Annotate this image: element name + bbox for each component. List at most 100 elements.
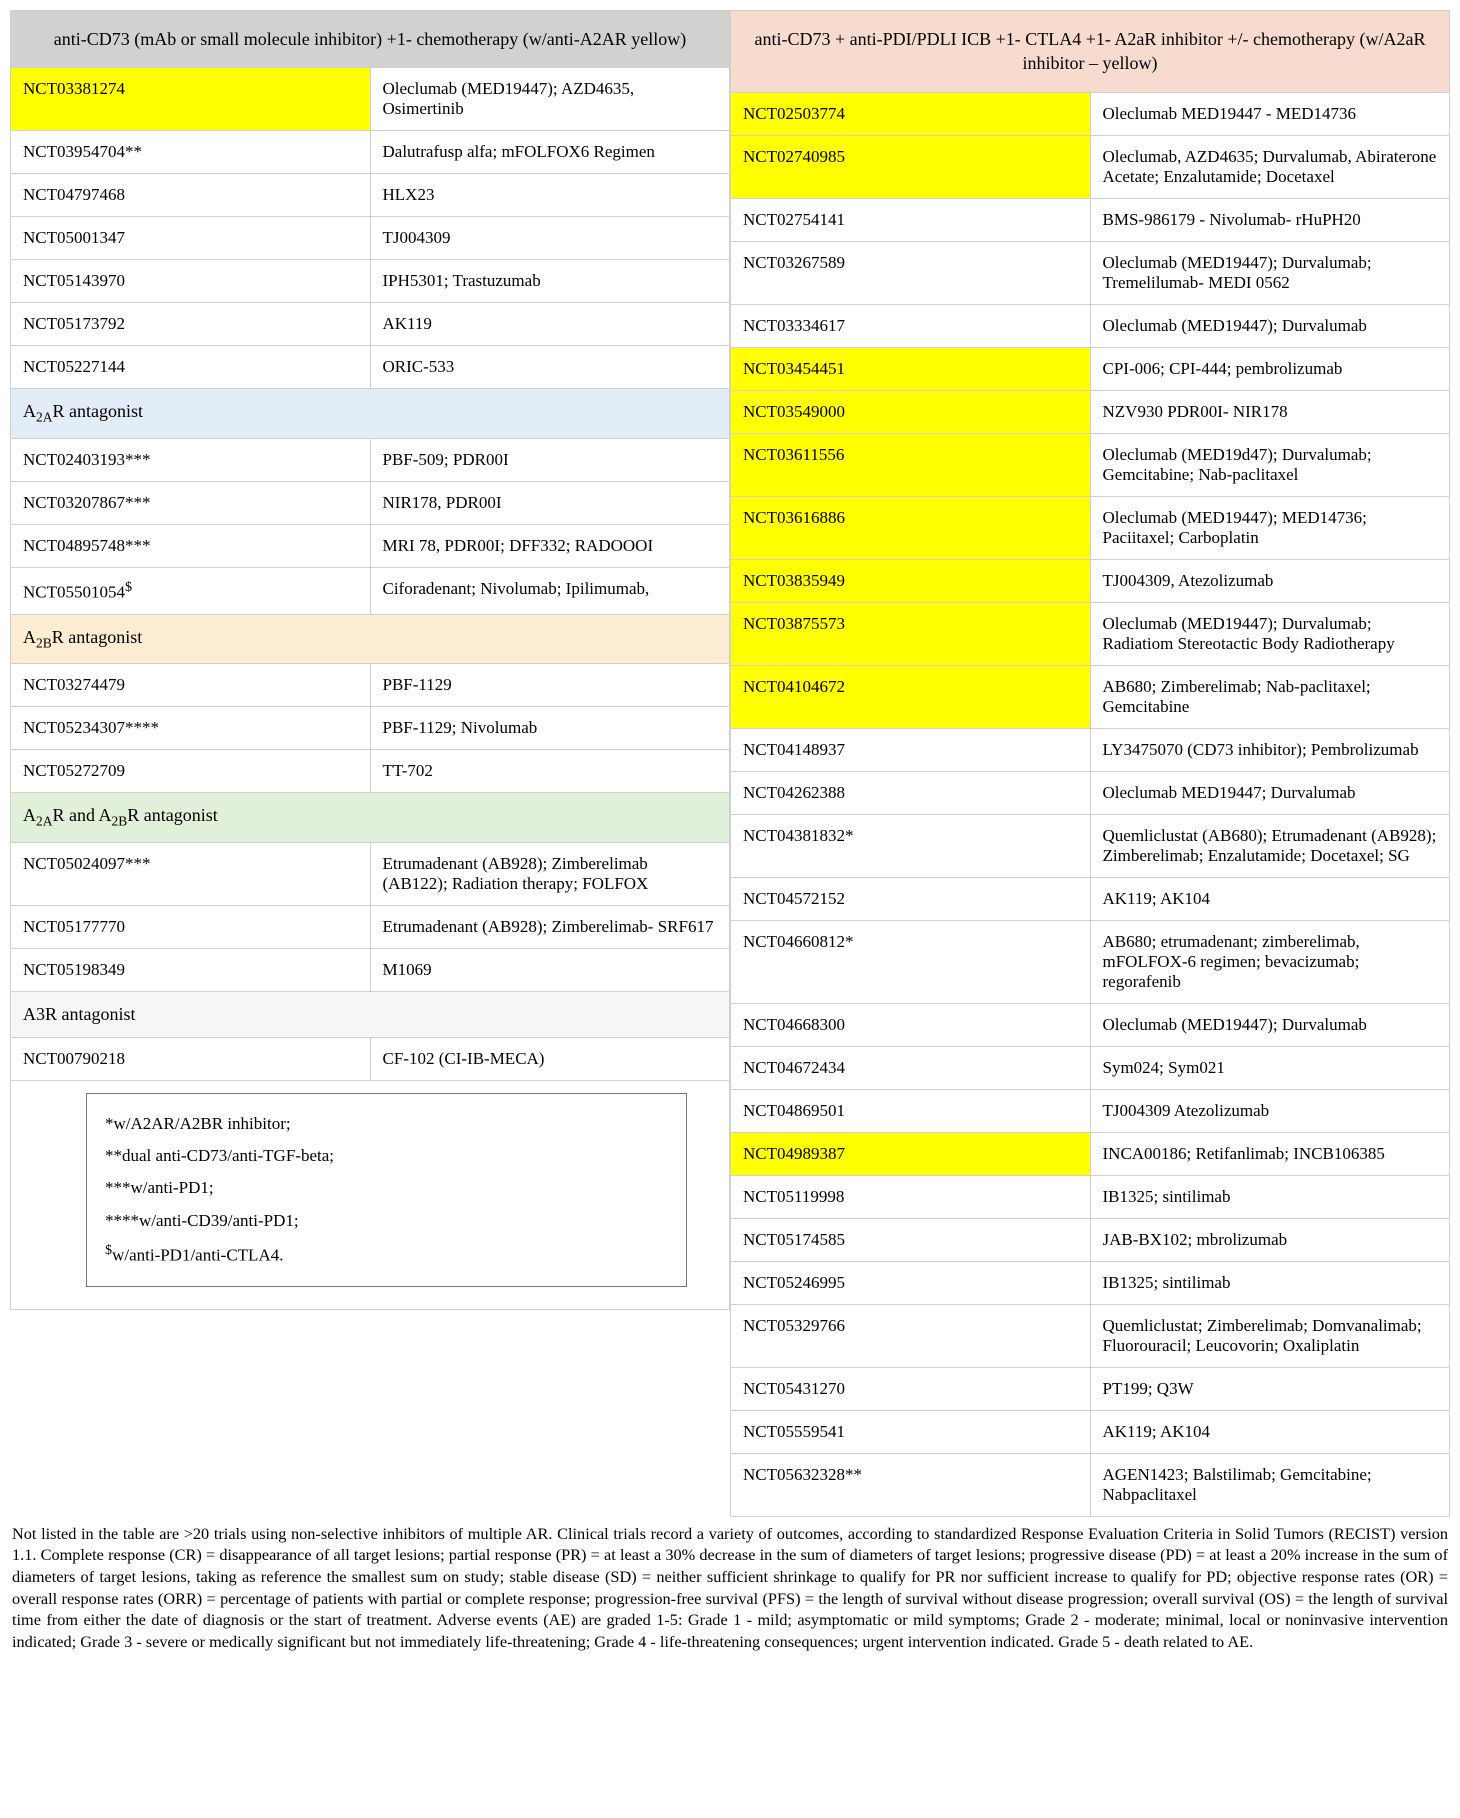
right-column: anti-CD73 + anti-PDI/PDLI ICB +1- CTLA4 … xyxy=(730,10,1450,1517)
trial-desc: TJ004309 xyxy=(370,217,730,260)
table-row: NCT04895748***MRI 78, PDR00I; DFF332; RA… xyxy=(11,524,730,567)
trial-desc: TT-702 xyxy=(370,750,730,793)
right-table: anti-CD73 + anti-PDI/PDLI ICB +1- CTLA4 … xyxy=(730,10,1450,1517)
left-header: anti-CD73 (mAb or small molecule inhibit… xyxy=(11,11,730,68)
table-row: NCT03549000NZV930 PDR00I- NIR178 xyxy=(731,390,1450,433)
trial-desc: Quemliclustat; Zimberelimab; Domvanalima… xyxy=(1090,1304,1450,1367)
table-row: A2AR and A2BR antagonist xyxy=(11,793,730,843)
trial-desc: ORIC-533 xyxy=(370,346,730,389)
trial-id: NCT04989387 xyxy=(731,1132,1091,1175)
section-header: A2AR and A2BR antagonist xyxy=(11,793,730,843)
trial-id: NCT05501054$ xyxy=(11,567,371,614)
table-row: NCT05024097***Etrumadenant (AB928); Zimb… xyxy=(11,842,730,905)
table-row: NCT04797468HLX23 xyxy=(11,174,730,217)
table-row: NCT02754141BMS-986179 - Nivolumab- rHuPH… xyxy=(731,198,1450,241)
trial-desc: MRI 78, PDR00I; DFF332; RADOOOI xyxy=(370,524,730,567)
trial-desc: NZV930 PDR00I- NIR178 xyxy=(1090,390,1450,433)
trial-desc: AK119; AK104 xyxy=(1090,1410,1450,1453)
table-row: NCT05234307****PBF-1129; Nivolumab xyxy=(11,707,730,750)
table-row: NCT05272709TT-702 xyxy=(11,750,730,793)
trial-desc: Oleclumab MED19447 - MED14736 xyxy=(1090,92,1450,135)
trial-id: NCT04262388 xyxy=(731,771,1091,814)
trial-desc: PBF-1129; Nivolumab xyxy=(370,707,730,750)
trial-id: NCT03875573 xyxy=(731,602,1091,665)
table-row: NCT05198349M1069 xyxy=(11,948,730,991)
table-row: NCT03381274Oleclumab (MED19447); AZD4635… xyxy=(11,68,730,131)
trial-desc: Ciforadenant; Nivolumab; Ipilimumab, xyxy=(370,567,730,614)
trial-id: NCT03381274 xyxy=(11,68,371,131)
table-row: NCT04672434Sym024; Sym021 xyxy=(731,1046,1450,1089)
table-row: NCT04148937LY3475070 (CD73 inhibitor); P… xyxy=(731,728,1450,771)
table-row: NCT04381832*Quemliclustat (AB680); Etrum… xyxy=(731,814,1450,877)
trial-desc: M1069 xyxy=(370,948,730,991)
table-row: A2BR antagonist xyxy=(11,614,730,664)
trial-id: NCT03207867*** xyxy=(11,481,371,524)
trial-desc: AK119 xyxy=(370,303,730,346)
trial-desc: HLX23 xyxy=(370,174,730,217)
section-header: A2AR antagonist xyxy=(11,389,730,439)
trial-desc: Oleclumab (MED19447); AZD4635, Osimertin… xyxy=(370,68,730,131)
section-header: A3R antagonist xyxy=(11,991,730,1037)
trial-desc: AB680; etrumadenant; zimberelimab, mFOLF… xyxy=(1090,920,1450,1003)
trial-id: NCT05174585 xyxy=(731,1218,1091,1261)
table-row: NCT05559541AK119; AK104 xyxy=(731,1410,1450,1453)
trial-desc: Etrumadenant (AB928); Zimberelimab- SRF6… xyxy=(370,905,730,948)
trial-desc: Etrumadenant (AB928); Zimberelimab (AB12… xyxy=(370,842,730,905)
table-row: A3R antagonist xyxy=(11,991,730,1037)
table-row: NCT03954704**Dalutrafusp alfa; mFOLFOX6 … xyxy=(11,131,730,174)
trial-id: NCT04668300 xyxy=(731,1003,1091,1046)
table-row: NCT05001347TJ004309 xyxy=(11,217,730,260)
trial-desc: BMS-986179 - Nivolumab- rHuPH20 xyxy=(1090,198,1450,241)
trial-desc: INCA00186; Retifanlimab; INCB106385 xyxy=(1090,1132,1450,1175)
table-row: NCT05431270PT199; Q3W xyxy=(731,1367,1450,1410)
table-row: NCT03454451CPI-006; CPI-444; pembrolizum… xyxy=(731,347,1450,390)
legend-line: ***w/anti-PD1; xyxy=(105,1172,668,1204)
table-row: NCT05246995IB1325; sintilimab xyxy=(731,1261,1450,1304)
table-row: NCT02503774Oleclumab MED19447 - MED14736 xyxy=(731,92,1450,135)
table-row: NCT04660812*AB680; etrumadenant; zimbere… xyxy=(731,920,1450,1003)
table-row: NCT03207867***NIR178, PDR00I xyxy=(11,481,730,524)
legend-line: *w/A2AR/A2BR inhibitor; xyxy=(105,1108,668,1140)
trial-id: NCT02503774 xyxy=(731,92,1091,135)
legend-line: $w/anti-PD1/anti-CTLA4. xyxy=(105,1237,668,1272)
trial-desc: TJ004309 Atezolizumab xyxy=(1090,1089,1450,1132)
trial-id: NCT04672434 xyxy=(731,1046,1091,1089)
trial-id: NCT03267589 xyxy=(731,241,1091,304)
trial-desc: PBF-509; PDR00I xyxy=(370,438,730,481)
trial-desc: Oleclumab (MED19447); Durvalumab; Tremel… xyxy=(1090,241,1450,304)
trial-id: NCT05143970 xyxy=(11,260,371,303)
table-row: NCT05143970IPH5301; Trastuzumab xyxy=(11,260,730,303)
trial-desc: JAB-BX102; mbrolizumab xyxy=(1090,1218,1450,1261)
table-row: NCT05119998IB1325; sintilimab xyxy=(731,1175,1450,1218)
table-row: A2AR antagonist xyxy=(11,389,730,439)
table-wrap: anti-CD73 (mAb or small molecule inhibit… xyxy=(10,10,1450,1517)
trial-desc: CF-102 (CI-IB-MECA) xyxy=(370,1037,730,1080)
trial-desc: Oleclumab (MED19447); Durvalumab; Radiat… xyxy=(1090,602,1450,665)
right-header: anti-CD73 + anti-PDI/PDLI ICB +1- CTLA4 … xyxy=(731,11,1450,93)
left-column: anti-CD73 (mAb or small molecule inhibit… xyxy=(10,10,730,1517)
trial-id: NCT04660812* xyxy=(731,920,1091,1003)
trial-desc: Oleclumab (MED19d47); Durvalumab; Gemcit… xyxy=(1090,433,1450,496)
trial-desc: PT199; Q3W xyxy=(1090,1367,1450,1410)
legend-wrap: *w/A2AR/A2BR inhibitor; **dual anti-CD73… xyxy=(10,1081,730,1310)
trial-id: NCT05632328** xyxy=(731,1453,1091,1516)
table-row: NCT05174585JAB-BX102; mbrolizumab xyxy=(731,1218,1450,1261)
trial-desc: AGEN1423; Balstilimab; Gemcitabine; Nabp… xyxy=(1090,1453,1450,1516)
trial-desc: IPH5301; Trastuzumab xyxy=(370,260,730,303)
trial-desc: AB680; Zimberelimab; Nab-paclitaxel; Gem… xyxy=(1090,665,1450,728)
table-row: NCT05501054$Ciforadenant; Nivolumab; Ipi… xyxy=(11,567,730,614)
trial-id: NCT04381832* xyxy=(731,814,1091,877)
trial-id: NCT05234307**** xyxy=(11,707,371,750)
left-table: anti-CD73 (mAb or small molecule inhibit… xyxy=(10,10,730,1081)
trial-id: NCT05001347 xyxy=(11,217,371,260)
trial-id: NCT05246995 xyxy=(731,1261,1091,1304)
trial-id: NCT02754141 xyxy=(731,198,1091,241)
trial-id: NCT05227144 xyxy=(11,346,371,389)
table-row: NCT02740985Oleclumab, AZD4635; Durvaluma… xyxy=(731,135,1450,198)
legend-box: *w/A2AR/A2BR inhibitor; **dual anti-CD73… xyxy=(86,1093,687,1287)
trial-desc: NIR178, PDR00I xyxy=(370,481,730,524)
trial-id: NCT03954704** xyxy=(11,131,371,174)
table-row: NCT03875573Oleclumab (MED19447); Durvalu… xyxy=(731,602,1450,665)
table-row: NCT04668300Oleclumab (MED19447); Durvalu… xyxy=(731,1003,1450,1046)
trial-id: NCT03835949 xyxy=(731,559,1091,602)
